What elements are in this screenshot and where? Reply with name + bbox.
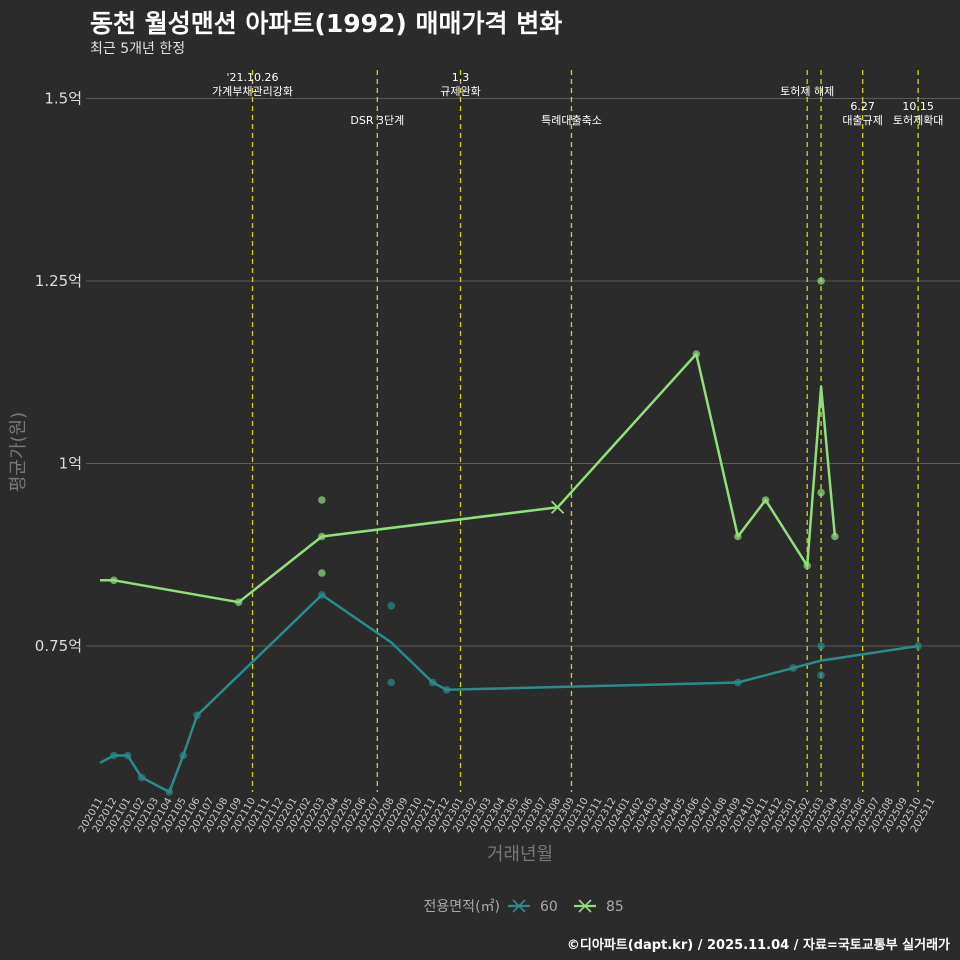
data-point <box>387 678 396 687</box>
event-label: 1.3 <box>452 71 470 84</box>
legend-cross-icon <box>578 899 592 913</box>
event-label: 토허제 해제 <box>780 84 834 98</box>
y-axis-label: 평균가(원) <box>8 412 29 492</box>
event-label: 특례대출축소 <box>541 114 602 127</box>
series-85 <box>100 277 839 606</box>
event-label: 규제완화 <box>440 85 480 98</box>
data-point <box>817 671 825 679</box>
series-line <box>100 352 837 604</box>
grid <box>86 98 960 647</box>
event-label: 대출규제 <box>842 114 882 127</box>
data-point <box>817 277 825 285</box>
data-point <box>318 496 326 504</box>
legend-item-85: 85 <box>574 899 624 915</box>
chart-title: 동천 월성맨션 아파트(1992) 매매가격 변화 <box>90 9 563 38</box>
y-tick-label: 1.5억 <box>44 90 82 108</box>
data-point <box>387 602 396 610</box>
data-point <box>318 569 326 577</box>
legend-label: 85 <box>606 899 624 915</box>
event-label: 6.27 <box>850 100 875 113</box>
legend: 전용면적(㎡) 60 85 <box>424 899 624 915</box>
event-label: DSR 3단계 <box>350 114 404 127</box>
y-tick-label: 1억 <box>59 455 82 473</box>
x-axis-ticks: 2020112020122021012021022021032021042021… <box>77 796 938 835</box>
y-axis-ticks: 0.75억 1억 1.25억 1.5억 <box>35 90 82 656</box>
event-label: 가계부채관리강화 <box>212 85 293 98</box>
data-point <box>817 488 825 497</box>
source-caption: ©디아파트(dapt.kr) / 2025.11.04 / 자료=국토교통부 실… <box>566 938 950 953</box>
event-label: '21.10.26 <box>227 71 279 84</box>
legend-label: 60 <box>540 899 558 915</box>
series-60 <box>99 591 922 796</box>
y-tick-label: 1.25억 <box>35 272 82 290</box>
legend-title: 전용면적(㎡) <box>424 899 500 915</box>
legend-cross-icon <box>512 899 526 913</box>
series-line <box>99 593 919 794</box>
chart-subtitle: 최근 5개년 한정 <box>90 41 186 57</box>
event-label: 10.15 <box>902 100 934 113</box>
event-label: 토허제확대 <box>893 114 944 127</box>
y-tick-label: 0.75억 <box>35 637 82 655</box>
cross-marker <box>550 500 565 514</box>
data-point <box>914 642 922 650</box>
legend-item-60: 60 <box>508 899 558 915</box>
x-axis-label: 거래년월 <box>487 844 553 865</box>
series-layer <box>99 277 922 796</box>
data-point <box>817 642 825 650</box>
data-point <box>831 532 839 541</box>
